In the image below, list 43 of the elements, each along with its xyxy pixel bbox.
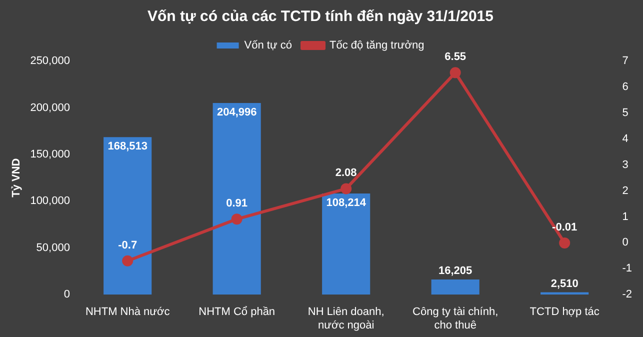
data-label: 6.55 bbox=[444, 51, 466, 64]
data-label: 2,510 bbox=[550, 278, 578, 290]
point bbox=[122, 255, 134, 266]
point bbox=[231, 214, 242, 225]
y-axis-title: Tỷ VND bbox=[10, 158, 23, 198]
data-label: 108,214 bbox=[326, 197, 367, 210]
y2-tick-label: 2 bbox=[622, 184, 628, 197]
y-tick-label: 200,000 bbox=[30, 102, 70, 114]
y2-tick-label: 6 bbox=[622, 80, 628, 93]
legend-label: Tốc độ tăng trưởng bbox=[330, 40, 424, 52]
x-tick-label: TCTD hợp tác bbox=[530, 306, 600, 318]
y2-tick-label: 0 bbox=[622, 236, 628, 249]
y2-tick-label: -1 bbox=[622, 262, 632, 275]
legend-label: Vốn tự có bbox=[244, 40, 292, 52]
bar bbox=[322, 193, 370, 295]
x-tick-label: Công ty tài chính, cho thuê bbox=[412, 306, 498, 332]
x-tick-label: NHTM Nhà nước bbox=[85, 306, 170, 318]
y2-tick-label: 1 bbox=[622, 210, 628, 223]
point bbox=[340, 183, 352, 194]
x-tick-label: NH Liên doanh, nước ngoài bbox=[308, 306, 384, 332]
point bbox=[559, 237, 570, 248]
y-tick-label: 50,000 bbox=[36, 242, 70, 254]
y-tick-label: 0 bbox=[64, 288, 70, 301]
bar bbox=[431, 279, 480, 295]
y2-tick-label: 5 bbox=[622, 106, 628, 119]
bar bbox=[212, 103, 261, 295]
data-label: 168,513 bbox=[108, 140, 148, 153]
y2-tick-label: 7 bbox=[622, 55, 628, 68]
y-tick-label: 100,000 bbox=[30, 195, 70, 208]
chart-title: Vốn tự có của các TCTD tính đến ngày 31/1/2015 bbox=[148, 8, 494, 26]
x-tick-label: NHTM Cổ phần bbox=[198, 306, 276, 318]
data-label: 16,205 bbox=[438, 264, 472, 277]
data-label: -0.7 bbox=[118, 239, 138, 252]
data-label: 204,996 bbox=[216, 106, 257, 119]
y2-tick-label: 3 bbox=[622, 158, 628, 171]
y2-tick-label: 4 bbox=[622, 132, 628, 145]
y-tick-label: 150,000 bbox=[30, 148, 70, 160]
point bbox=[450, 67, 461, 78]
y-tick-label: 250,000 bbox=[30, 55, 70, 68]
data-label: 2.08 bbox=[335, 167, 357, 180]
bar bbox=[104, 137, 152, 295]
y2-tick-label: -2 bbox=[622, 288, 632, 301]
data-label: 0.91 bbox=[226, 198, 248, 210]
